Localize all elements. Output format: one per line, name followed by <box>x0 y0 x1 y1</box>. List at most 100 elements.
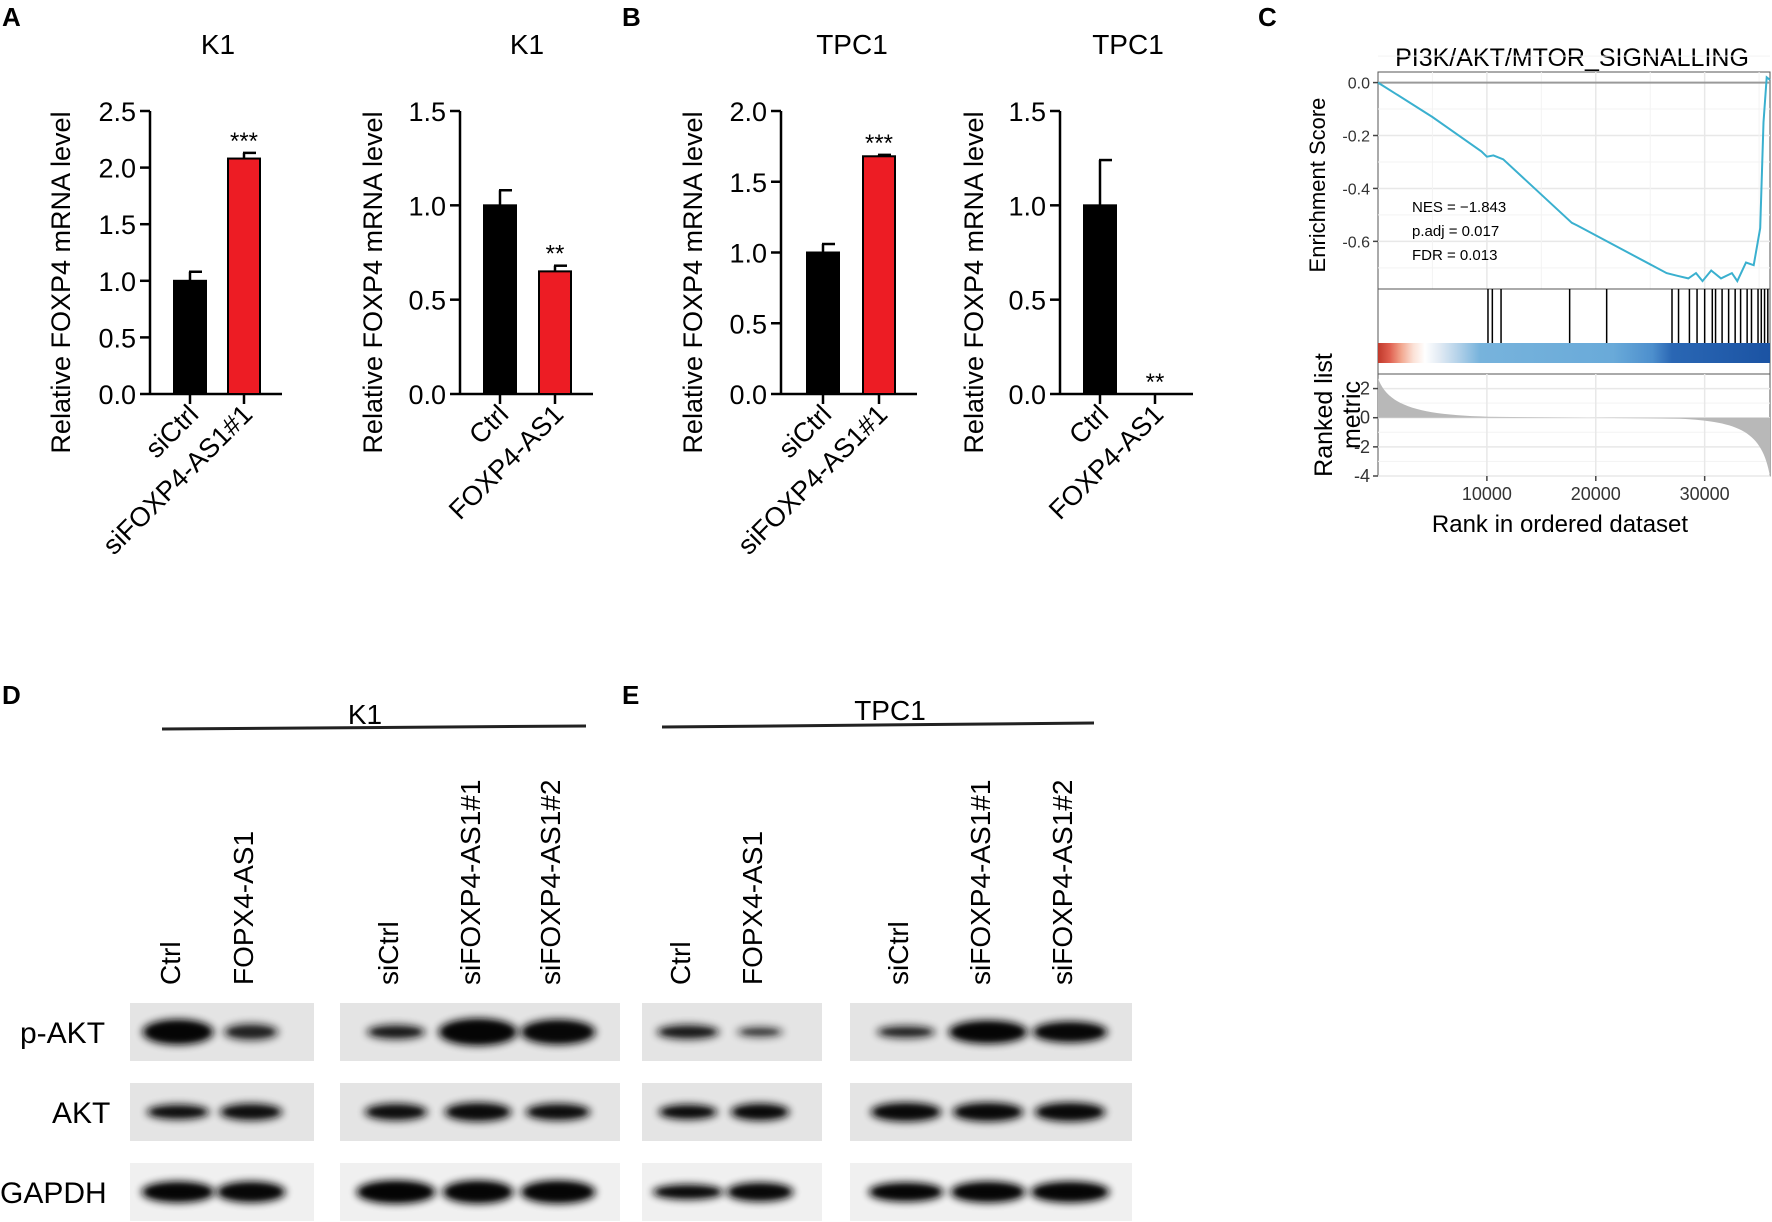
chart-a1-ytick-label: 2.5 <box>98 97 136 127</box>
blot-e-band-core <box>736 1107 784 1117</box>
blot-d-lane-label: siFOXP4-AS1#1 <box>455 780 486 985</box>
blot-d-band-core <box>147 1185 209 1199</box>
blot-e-band-core <box>1036 1185 1104 1199</box>
gsea-xtick-label: 20000 <box>1571 484 1621 504</box>
blot-e-band-core <box>1038 1025 1102 1039</box>
chart-a2-title: K1 <box>510 29 544 60</box>
chart-a2-ytick-label: 0.5 <box>408 286 446 316</box>
panel-label-c: C <box>1258 2 1277 32</box>
blot-d-header: K1 <box>348 699 382 730</box>
chart-a1-ylabel: Relative FOXP4 mRNA level <box>46 111 76 453</box>
blot-d-band-core <box>526 1184 590 1200</box>
gsea-ytick-label: -0.4 <box>1342 181 1370 198</box>
blot-d-band-core <box>152 1108 204 1116</box>
gsea-annotation: FDR = 0.013 <box>1412 247 1497 264</box>
chart-b1-ylabel: Relative FOXP4 mRNA level <box>678 111 708 453</box>
chart-b2-title: TPC1 <box>1092 29 1164 60</box>
blot-e-band-core <box>664 1108 712 1116</box>
gsea-enrichment-curve <box>1377 75 1771 284</box>
blot-e-band-core <box>1040 1106 1100 1118</box>
blot-d-band-core <box>444 1022 512 1042</box>
blot-e-lane-label: siFOXP4-AS1#1 <box>965 780 996 985</box>
blot-d-row-label: GAPDH <box>0 1177 107 1210</box>
blot-e-header-line <box>661 721 1095 729</box>
chart-a1-ytick-label: 2.0 <box>98 154 136 184</box>
blot-e-band-core <box>956 1185 1020 1199</box>
chart-b1-ytick-label: 1.0 <box>729 239 767 269</box>
chart-b1-ytick-label: 0.0 <box>729 380 767 410</box>
bar-chart-a-k1-knockdown: K1 Relative FOXP4 mRNA level 0.0 0.5 1.0 1.5 2… <box>46 29 282 560</box>
panel-label-d: D <box>2 680 21 710</box>
chart-b1-ytick-label: 2.0 <box>729 97 767 127</box>
gsea-annotation: NES = −1.843 <box>1412 199 1506 216</box>
blot-e-band-core <box>732 1186 788 1198</box>
blot-e-band-core <box>742 1029 778 1035</box>
blot-d-lane-label: siFOXP4-AS1#2 <box>535 780 566 985</box>
chart-a1-title: K1 <box>201 29 235 60</box>
blot-d-band-core <box>370 1107 422 1117</box>
chart-b1-ytick-label: 0.5 <box>729 309 767 339</box>
gsea-ytick-label: -0.6 <box>1342 234 1370 251</box>
blot-e-band-core <box>876 1106 936 1118</box>
chart-b2-ylabel: Relative FOXP4 mRNA level <box>959 111 989 453</box>
blot-d-band-core <box>372 1028 420 1036</box>
chart-b1-title: TPC1 <box>816 29 888 60</box>
blot-d-band-core <box>526 1023 590 1041</box>
blot-d-band-core <box>362 1184 430 1200</box>
chart-a2-ytick-label: 0.0 <box>408 380 446 410</box>
blot-e-header: TPC1 <box>854 695 926 726</box>
gsea-annotation: p.adj = 0.017 <box>1412 223 1499 240</box>
gsea-plot: PI3K/AKT/MTOR_SIGNALLING 0.0 -0.2 -0.4 -0.6 E… <box>1305 44 1771 538</box>
blot-e-band-core <box>882 1029 930 1035</box>
blot-d-lane-label: Ctrl <box>155 941 186 985</box>
chart-b1-bar <box>862 155 896 395</box>
blot-d-header-line <box>161 724 587 731</box>
blot-d-band-core <box>531 1107 585 1117</box>
chart-b1-bar <box>806 251 840 395</box>
gsea-ytick-label: -0.2 <box>1342 129 1370 146</box>
chart-a1-ytick-label: 0.5 <box>98 323 136 353</box>
blot-d-band-core <box>222 1185 280 1199</box>
chart-a2-significance: ** <box>546 241 565 268</box>
blot-d-lane-label: siCtrl <box>373 921 404 985</box>
chart-a1-ytick-label: 1.0 <box>98 267 136 297</box>
gsea-metric-ytick-label: 2 <box>1360 379 1370 399</box>
blot-e-lane-label: FOPX4-AS1 <box>737 831 768 985</box>
gsea-metric-ytick-label: -2 <box>1354 437 1370 457</box>
chart-a1-ytick-label: 1.5 <box>98 210 136 240</box>
blot-e-lane-label: Ctrl <box>665 941 696 985</box>
chart-a1-bar <box>227 157 261 395</box>
gsea-metric-ylabel-line2: metric <box>1338 381 1366 449</box>
bar-chart-b-tpc1-knockdown: TPC1 Relative FOXP4 mRNA level 0.0 0.5 1.0 1.… <box>678 29 917 560</box>
chart-b2-bar <box>1083 204 1117 395</box>
chart-b2-ytick-label: 1.0 <box>1008 191 1046 221</box>
panel-label-b: B <box>622 2 641 32</box>
chart-b2-significance: ** <box>1146 369 1165 396</box>
blot-d-band-core <box>225 1107 277 1117</box>
blot-e-band-core <box>874 1186 938 1198</box>
panel-label-e: E <box>622 680 639 710</box>
blot-e-band-core <box>958 1106 1018 1118</box>
gsea-xtick-label: 30000 <box>1680 484 1730 504</box>
blot-d-band-core <box>450 1106 506 1118</box>
gsea-ytick-label: 0.0 <box>1348 76 1370 93</box>
chart-a1-significance: *** <box>230 128 258 155</box>
chart-a2-ytick-label: 1.0 <box>408 191 446 221</box>
blot-d-row-label: AKT <box>52 1097 110 1130</box>
blot-d-row-label: p-AKT <box>20 1017 105 1050</box>
chart-b1-significance: *** <box>865 130 893 157</box>
gsea-metric-ytick-label: -4 <box>1354 466 1370 486</box>
blot-d-band-core <box>229 1027 273 1037</box>
chart-a2-ytick-label: 1.5 <box>408 97 446 127</box>
gsea-title: PI3K/AKT/MTOR_SIGNALLING <box>1395 44 1749 72</box>
chart-b2-ytick-label: 1.5 <box>1008 97 1046 127</box>
panel-label-a: A <box>2 2 21 32</box>
blot-e-lane-label: siFOXP4-AS1#2 <box>1047 780 1078 985</box>
chart-b1-ytick-label: 1.5 <box>729 168 767 198</box>
gsea-xlabel: Rank in ordered dataset <box>1432 511 1688 538</box>
gsea-rank-heatbar <box>1378 343 1770 363</box>
blot-d-band-core <box>148 1023 208 1041</box>
chart-a2-ylabel: Relative FOXP4 mRNA level <box>358 111 388 453</box>
